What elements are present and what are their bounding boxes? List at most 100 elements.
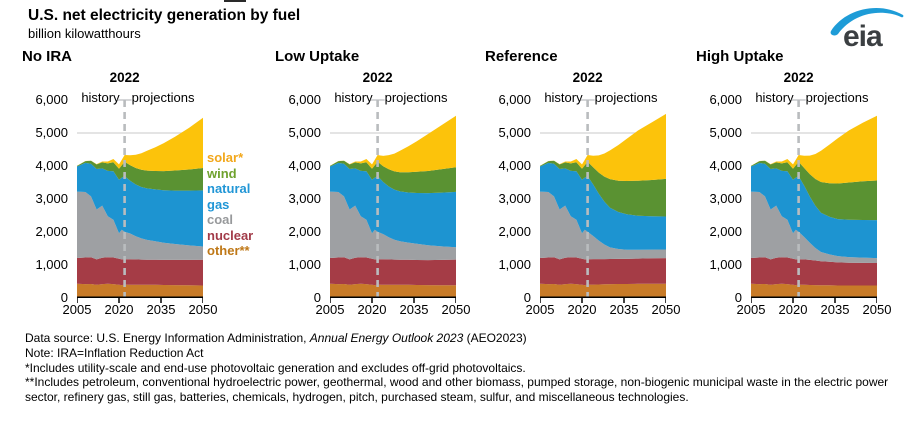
y-axis-tick-label: 0 xyxy=(523,290,531,305)
area-nuclear xyxy=(77,257,203,286)
y-axis-tick-label: 3,000 xyxy=(35,191,68,206)
stacked-area-chart xyxy=(330,99,456,303)
y-axis-tick-label: 4,000 xyxy=(709,158,742,173)
y-axis-tick-label: 5,000 xyxy=(288,125,321,140)
x-axis-tick-label: 2020 xyxy=(778,302,808,317)
area-other xyxy=(751,283,877,298)
area-solar xyxy=(330,115,456,173)
panel-title: No IRA xyxy=(22,48,72,65)
year-2022-label: 2022 xyxy=(572,70,603,85)
projections-label: projections xyxy=(805,90,869,105)
legend-item-wind: wind xyxy=(207,165,237,181)
x-axis-tick-label: 2020 xyxy=(104,302,134,317)
stacked-area-chart xyxy=(751,99,877,303)
legend-item-coal: coal xyxy=(207,212,234,227)
legend-item-solar: solar* xyxy=(207,150,244,165)
y-axis-tick-label: 5,000 xyxy=(35,125,68,140)
area-wind xyxy=(751,160,877,221)
stacked-area-chart xyxy=(77,99,203,303)
legend-item-gas: natural gas xyxy=(207,181,251,212)
y-axis-tick-label: 4,000 xyxy=(35,158,68,173)
panel-title: Reference xyxy=(485,48,558,65)
chart-panel-low-uptake: Low Uptake 2022 history projections 0 1,000 2,… xyxy=(275,40,470,340)
history-label: history xyxy=(334,90,373,105)
y-axis-tick-label: 3,000 xyxy=(709,191,742,206)
area-coal xyxy=(540,191,666,260)
y-axis-tick-label: 3,000 xyxy=(288,191,321,206)
y-axis-tick-label: 0 xyxy=(313,290,321,305)
chart-panel-high-uptake: High Uptake 2022 history projections 0 1,000 2… xyxy=(696,40,891,340)
area-gas xyxy=(77,162,203,247)
area-gas xyxy=(540,162,666,250)
area-coal xyxy=(77,191,203,260)
x-axis-tick-label: 2035 xyxy=(609,302,639,317)
y-axis-tick-label: 5,000 xyxy=(498,125,531,140)
y-axis-tick-label: 5,000 xyxy=(709,125,742,140)
y-axis-tick-label: 2,000 xyxy=(35,224,68,239)
area-solar xyxy=(751,115,877,184)
y-axis-tick-label: 2,000 xyxy=(498,224,531,239)
y-axis-tick-label: 6,000 xyxy=(35,92,68,107)
y-axis-tick-label: 2,000 xyxy=(288,224,321,239)
year-2022-label: 2022 xyxy=(109,70,140,85)
area-other xyxy=(540,283,666,298)
chart-panel-no-ira: No IRA 2022 history projections 0 1,000 2,000 3… xyxy=(22,40,217,340)
projections-label: projections xyxy=(594,90,658,105)
legend-item-nuclear: nuclear xyxy=(207,227,254,243)
y-axis-tick-label: 6,000 xyxy=(288,92,321,107)
area-gas xyxy=(330,162,456,248)
area-coal xyxy=(330,191,456,261)
eia-logo-swoosh xyxy=(830,8,904,36)
history-label: history xyxy=(755,90,794,105)
y-axis-tick-label: 6,000 xyxy=(498,92,531,107)
data-source-line: Data source: U.S. Energy Information Adm… xyxy=(25,331,527,345)
projections-label: projections xyxy=(384,90,448,105)
x-axis-tick-label: 2035 xyxy=(399,302,429,317)
footnotes: Data source: U.S. Energy Information Adm… xyxy=(25,331,910,405)
x-axis-tick-label: 2050 xyxy=(441,302,471,317)
eia-logo-text: eia xyxy=(843,20,883,52)
page-subtitle: billion kilowatthours xyxy=(28,26,141,41)
y-axis-tick-label: 6,000 xyxy=(709,92,742,107)
x-axis-tick-label: 2050 xyxy=(651,302,681,317)
y-axis-tick-label: 3,000 xyxy=(498,191,531,206)
y-axis-tick-label: 1,000 xyxy=(498,257,531,272)
page-title: U.S. net electricity generation by fuel xyxy=(28,7,301,24)
chart-panel-reference: Reference 2022 history projections 0 1,000 2,0… xyxy=(485,40,680,340)
area-wind xyxy=(540,160,666,217)
area-nuclear xyxy=(330,257,456,286)
x-axis-tick-label: 2050 xyxy=(188,302,218,317)
stray-screen-artifact xyxy=(224,0,246,2)
legend-item-other: other** xyxy=(207,243,250,258)
area-other xyxy=(77,283,203,298)
area-solar xyxy=(77,117,203,172)
y-axis-tick-label: 4,000 xyxy=(288,158,321,173)
y-axis-tick-label: 1,000 xyxy=(288,257,321,272)
x-axis-tick-label: 2005 xyxy=(315,302,345,317)
x-axis-tick-label: 2005 xyxy=(736,302,766,317)
x-axis-tick-label: 2020 xyxy=(357,302,387,317)
footnote-solar: *Includes utility-scale and end-use phot… xyxy=(25,360,526,375)
x-axis-tick-label: 2035 xyxy=(820,302,850,317)
footnote-other: **Includes petroleum, conventional hydro… xyxy=(25,375,889,405)
y-axis-tick-label: 1,000 xyxy=(709,257,742,272)
panel-title: High Uptake xyxy=(696,48,784,65)
area-coal xyxy=(751,191,877,263)
history-label: history xyxy=(544,90,583,105)
area-wind xyxy=(330,160,456,194)
area-other xyxy=(330,283,456,298)
note-line: Note: IRA=Inflation Reduction Act xyxy=(25,345,204,360)
area-nuclear xyxy=(540,257,666,286)
x-axis-tick-label: 2005 xyxy=(525,302,555,317)
area-solar xyxy=(540,113,666,181)
y-axis-tick-label: 4,000 xyxy=(498,158,531,173)
y-axis-tick-label: 2,000 xyxy=(709,224,742,239)
eia-logo: eia xyxy=(830,8,904,52)
x-axis-tick-label: 2050 xyxy=(862,302,892,317)
x-axis-tick-label: 2020 xyxy=(567,302,597,317)
panel-title: Low Uptake xyxy=(275,48,360,65)
stacked-area-chart xyxy=(540,99,666,303)
area-nuclear xyxy=(751,257,877,286)
year-2022-label: 2022 xyxy=(362,70,393,85)
